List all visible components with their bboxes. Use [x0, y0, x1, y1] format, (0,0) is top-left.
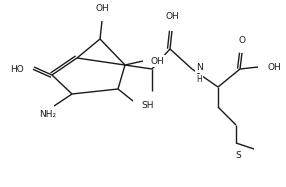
Text: HO: HO: [10, 65, 24, 73]
Text: OH: OH: [268, 62, 282, 71]
Text: N: N: [196, 62, 203, 71]
Text: SH: SH: [142, 101, 154, 110]
Text: S: S: [235, 151, 241, 160]
Text: OH: OH: [151, 56, 165, 65]
Text: NH₂: NH₂: [39, 110, 57, 119]
Text: OH: OH: [165, 12, 179, 21]
Text: OH: OH: [95, 4, 109, 13]
Text: O: O: [239, 36, 245, 45]
Text: H: H: [196, 75, 202, 84]
